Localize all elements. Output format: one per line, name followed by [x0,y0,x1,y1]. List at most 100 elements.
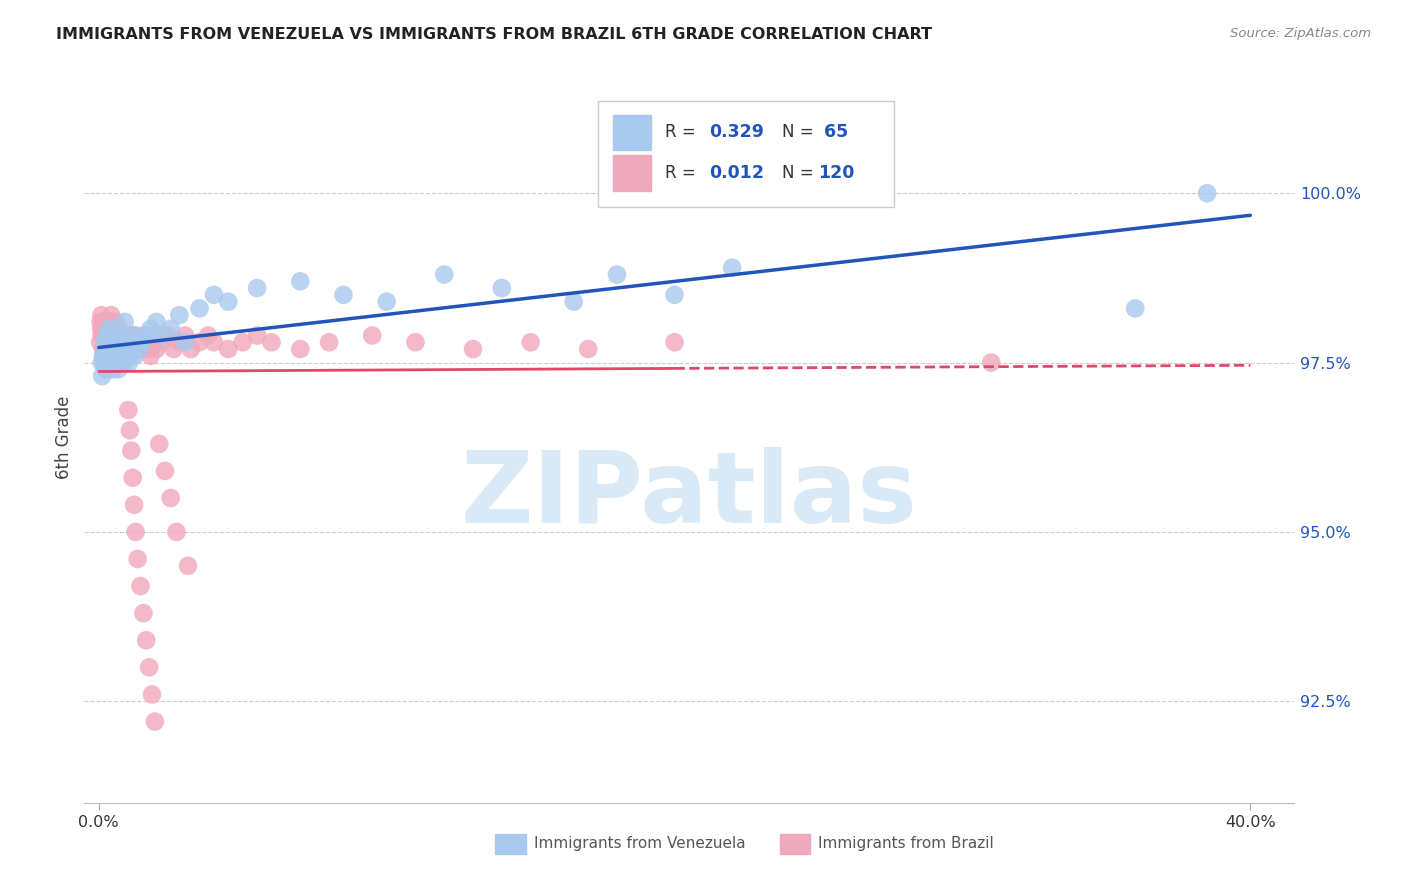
Point [290,342,312,356]
Point [145,342,167,356]
Point [132,606,155,620]
Point [104,342,127,356]
Point [93,328,115,343]
Point [118,355,141,369]
Point [93,335,115,350]
Point [664,335,686,350]
Point [111,349,134,363]
Point [104,322,127,336]
Point [97,322,120,336]
Text: ZIPatlas: ZIPatlas [461,447,917,544]
Point [124,335,146,350]
Point [105,322,128,336]
Point [127,552,149,566]
Point [117,403,139,417]
Text: 0.329: 0.329 [710,123,765,141]
Text: Immigrants from Brazil: Immigrants from Brazil [818,837,994,851]
Point [94,349,117,363]
Point [217,294,239,309]
Point [1123,301,1146,316]
Point [97,315,120,329]
Point [97,335,120,350]
Point [90,355,112,369]
Point [101,349,124,363]
Point [115,335,138,350]
Point [111,335,134,350]
Point [461,342,484,356]
Point [115,342,138,356]
Point [97,342,120,356]
Bar [495,833,526,854]
Point [103,342,125,356]
Point [162,342,184,356]
Point [107,335,129,350]
Point [104,335,127,350]
Point [96,362,118,376]
Point [91,349,114,363]
Point [93,328,115,343]
Point [98,322,121,336]
Point [91,322,114,336]
Point [110,335,132,350]
Point [93,349,115,363]
Point [404,335,426,350]
Text: N =: N = [782,123,814,141]
Point [153,464,176,478]
Text: Immigrants from Venezuela: Immigrants from Venezuela [534,837,745,851]
Point [100,349,122,363]
Point [169,308,191,322]
Point [107,342,129,356]
Point [131,335,153,350]
Point [112,342,135,356]
Point [105,328,128,343]
Point [159,322,181,336]
Point [114,349,136,363]
Point [96,322,118,336]
Point [433,268,456,282]
Point [108,328,131,343]
Point [202,335,225,350]
Point [232,335,254,350]
Point [166,524,188,539]
Point [576,342,599,356]
Point [108,322,131,336]
Point [98,342,121,356]
Point [174,328,197,343]
Point [100,342,122,356]
Point [105,349,128,363]
Point [94,322,117,336]
Point [606,268,628,282]
Point [105,328,128,343]
Point [120,443,142,458]
Point [136,342,159,356]
Point [90,308,112,322]
Point [1197,186,1219,201]
Point [100,349,122,363]
Point [101,315,124,329]
Point [104,335,127,350]
Point [217,342,239,356]
Point [122,342,145,356]
Text: R =: R = [665,164,700,182]
Point [111,355,134,369]
Point [375,294,398,309]
Point [111,349,134,363]
Point [318,335,340,350]
Point [120,349,142,363]
Point [105,322,128,336]
Point [96,328,118,343]
Point [96,328,118,343]
Point [117,342,139,356]
Point [107,342,129,356]
Point [104,315,127,329]
Point [94,335,117,350]
Point [188,335,211,350]
FancyBboxPatch shape [599,101,894,207]
Point [103,328,125,343]
Point [110,342,132,356]
Point [118,423,141,437]
Point [202,288,225,302]
Point [150,335,173,350]
Point [98,328,121,343]
Text: R =: R = [665,123,700,141]
